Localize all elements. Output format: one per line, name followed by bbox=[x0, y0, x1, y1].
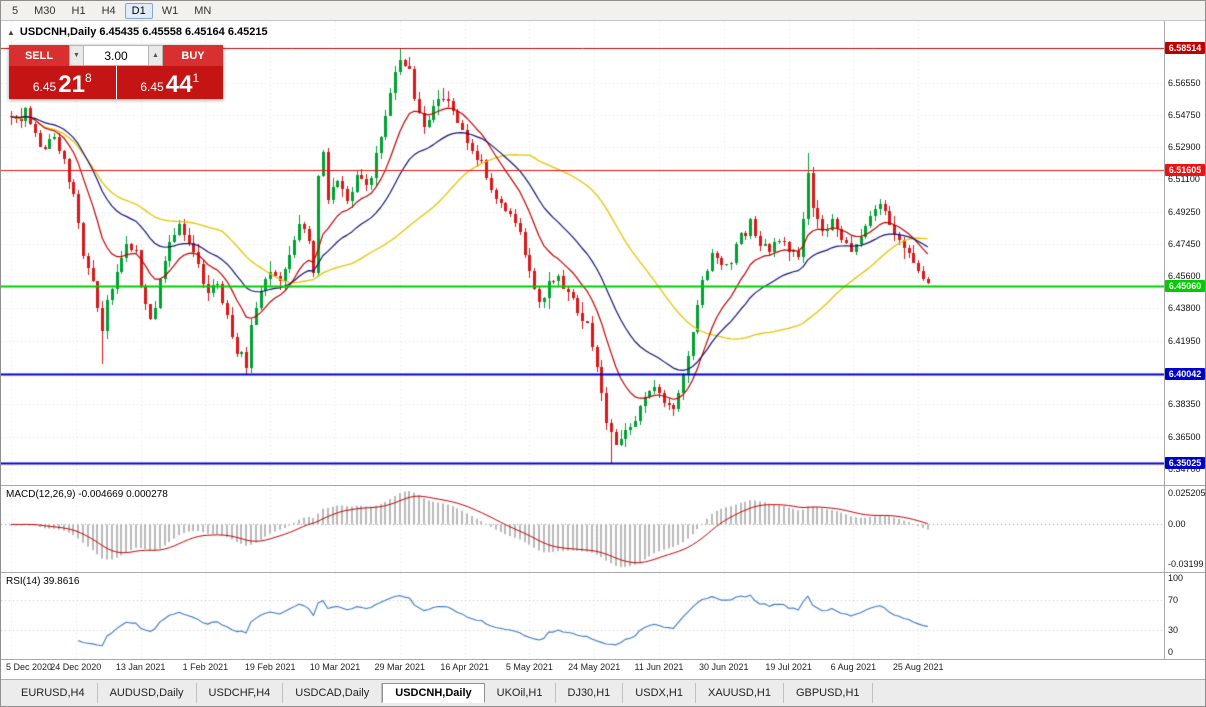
macd-zero-label: 0.00 bbox=[1168, 518, 1186, 529]
bid-price-display[interactable]: 6.45 21 8 bbox=[9, 66, 116, 99]
timeframe-button-5[interactable]: 5 bbox=[12, 4, 19, 17]
price-axis-label: 6.41950 bbox=[1168, 335, 1201, 346]
date-axis-label: 6 Aug 2021 bbox=[830, 662, 877, 672]
date-axis-label: 11 Jun 2021 bbox=[634, 662, 684, 672]
price-axis-label: 6.47450 bbox=[1168, 238, 1201, 249]
ask-price-point: 1 bbox=[192, 71, 200, 85]
price-line-badge: 6.51605 bbox=[1165, 164, 1205, 177]
rsi-label: RSI(14) 39.8616 bbox=[6, 576, 80, 587]
ask-price-display[interactable]: 6.45 44 1 bbox=[116, 66, 223, 99]
price-line-badge: 6.35025 bbox=[1165, 457, 1205, 470]
date-axis-label: 29 Mar 2021 bbox=[374, 662, 426, 672]
sell-button[interactable]: SELL bbox=[9, 45, 69, 66]
price-axis-label: 6.43800 bbox=[1168, 303, 1201, 314]
price-axis-label: 6.52900 bbox=[1168, 142, 1201, 153]
rsi-axis-label: 70 bbox=[1168, 595, 1179, 606]
chart-tab-gbpusd-h1[interactable]: GBPUSD,H1 bbox=[784, 683, 873, 703]
date-axis-label: 19 Feb 2021 bbox=[244, 662, 296, 672]
timeframe-button-w1[interactable]: W1 bbox=[161, 4, 179, 17]
price-axis-separator bbox=[1164, 21, 1165, 659]
volume-increase-button[interactable]: ▲ bbox=[148, 45, 163, 66]
date-axis-label: 1 Feb 2021 bbox=[182, 662, 229, 672]
panel-separator bbox=[1, 659, 1205, 660]
macd-panel-canvas[interactable] bbox=[1, 486, 1164, 572]
timeframe-button-h1[interactable]: H1 bbox=[71, 4, 86, 17]
date-axis-label: 10 Mar 2021 bbox=[309, 662, 361, 672]
volume-decrease-button[interactable]: ▼ bbox=[69, 45, 84, 66]
one-click-trading-panel: SELL ▼ 3.00 ▲ BUY 6.45 21 8 6.45 44 1 bbox=[9, 45, 223, 99]
rsi-axis-label: 100 bbox=[1168, 573, 1184, 583]
macd-axis-min-label: -0.03199 bbox=[1168, 559, 1204, 569]
bid-price-pips: 21 bbox=[58, 71, 85, 98]
price-axis-label: 6.45600 bbox=[1168, 271, 1201, 282]
panel-separator[interactable] bbox=[1, 572, 1205, 573]
bid-price-prefix: 6.45 bbox=[32, 80, 57, 94]
panel-separator[interactable] bbox=[1, 485, 1205, 486]
ask-price-prefix: 6.45 bbox=[140, 80, 164, 94]
price-line-badge: 6.45060 bbox=[1165, 279, 1205, 292]
rsi-panel-canvas[interactable] bbox=[1, 573, 1164, 659]
chart-tab-xauusd-h1[interactable]: XAUUSD,H1 bbox=[696, 683, 784, 703]
price-axis-label: 6.51100 bbox=[1168, 174, 1200, 185]
date-axis-label: 25 Aug 2021 bbox=[892, 662, 944, 672]
rsi-axis-label: 30 bbox=[1168, 624, 1179, 635]
price-axis-label: 6.54750 bbox=[1168, 109, 1201, 120]
chart-tab-dj30-h1[interactable]: DJ30,H1 bbox=[556, 683, 624, 703]
buy-button[interactable]: BUY bbox=[163, 45, 223, 66]
collapse-trade-panel-icon[interactable]: ▲ bbox=[7, 27, 15, 37]
chart-tab-usdcnh-daily[interactable]: USDCNH,Daily bbox=[382, 683, 485, 703]
chart-title: ▲ USDCNH,Daily 6.45435 6.45558 6.45164 6… bbox=[7, 26, 268, 38]
date-axis-label: 19 Jul 2021 bbox=[765, 662, 812, 672]
price-axis-label: 6.56550 bbox=[1168, 77, 1201, 88]
chart-tab-usdx-h1[interactable]: USDX,H1 bbox=[623, 683, 696, 703]
chart-title-text: USDCNH,Daily 6.45435 6.45558 6.45164 6.4… bbox=[19, 26, 268, 38]
timeframe-button-d1[interactable]: D1 bbox=[124, 2, 153, 19]
bid-price-point: 8 bbox=[84, 71, 92, 85]
ask-price-pips: 44 bbox=[165, 71, 193, 98]
chart-tabs-bar: EURUSD,H4 AUDUSD,Daily USDCHF,H4 USDCAD,Dai… bbox=[1, 679, 1205, 706]
chart-tab-usdcad-daily[interactable]: USDCAD,Daily bbox=[283, 683, 383, 703]
timeframe-button-mn[interactable]: MN bbox=[194, 4, 212, 17]
date-axis-label: 16 Apr 2021 bbox=[440, 662, 489, 672]
date-axis-label: 5 May 2021 bbox=[505, 662, 553, 672]
date-axis-label: 5 Dec 2020 bbox=[5, 662, 53, 672]
timeframe-button-h4[interactable]: H4 bbox=[101, 4, 116, 17]
volume-input[interactable]: 3.00 bbox=[84, 45, 148, 66]
rsi-axis-label: 0 bbox=[1168, 647, 1174, 657]
macd-label: MACD(12,26,9) -0.004669 0.000278 bbox=[6, 489, 168, 500]
date-axis-label: 24 May 2021 bbox=[568, 662, 621, 672]
chart-tab-audusd-daily[interactable]: AUDUSD,Daily bbox=[98, 683, 197, 703]
chart-tab-eurusd-h4[interactable]: EURUSD,H4 bbox=[9, 683, 98, 703]
price-axis-label: 6.49250 bbox=[1168, 206, 1201, 217]
timeframe-button-m30[interactable]: M30 bbox=[34, 4, 56, 17]
price-axis-label: 6.36500 bbox=[1168, 432, 1201, 443]
price-line-badge: 6.40042 bbox=[1165, 368, 1205, 381]
macd-axis-max-label: 0.025205 bbox=[1168, 488, 1206, 498]
date-axis-label: 13 Jan 2021 bbox=[115, 662, 166, 672]
date-axis-label: 30 Jun 2021 bbox=[699, 662, 749, 672]
date-axis-label: 24 Dec 2020 bbox=[50, 662, 102, 672]
price-axis-label: 6.38350 bbox=[1168, 399, 1201, 410]
timeframe-toolbar: 5 M30 H1 H4 D1 W1 MN bbox=[1, 1, 1205, 21]
chart-tab-ukoil-h1[interactable]: UKOil,H1 bbox=[485, 683, 556, 703]
chart-tab-usdchf-h4[interactable]: USDCHF,H4 bbox=[197, 683, 284, 703]
price-line-badge: 6.58514 bbox=[1165, 42, 1205, 55]
